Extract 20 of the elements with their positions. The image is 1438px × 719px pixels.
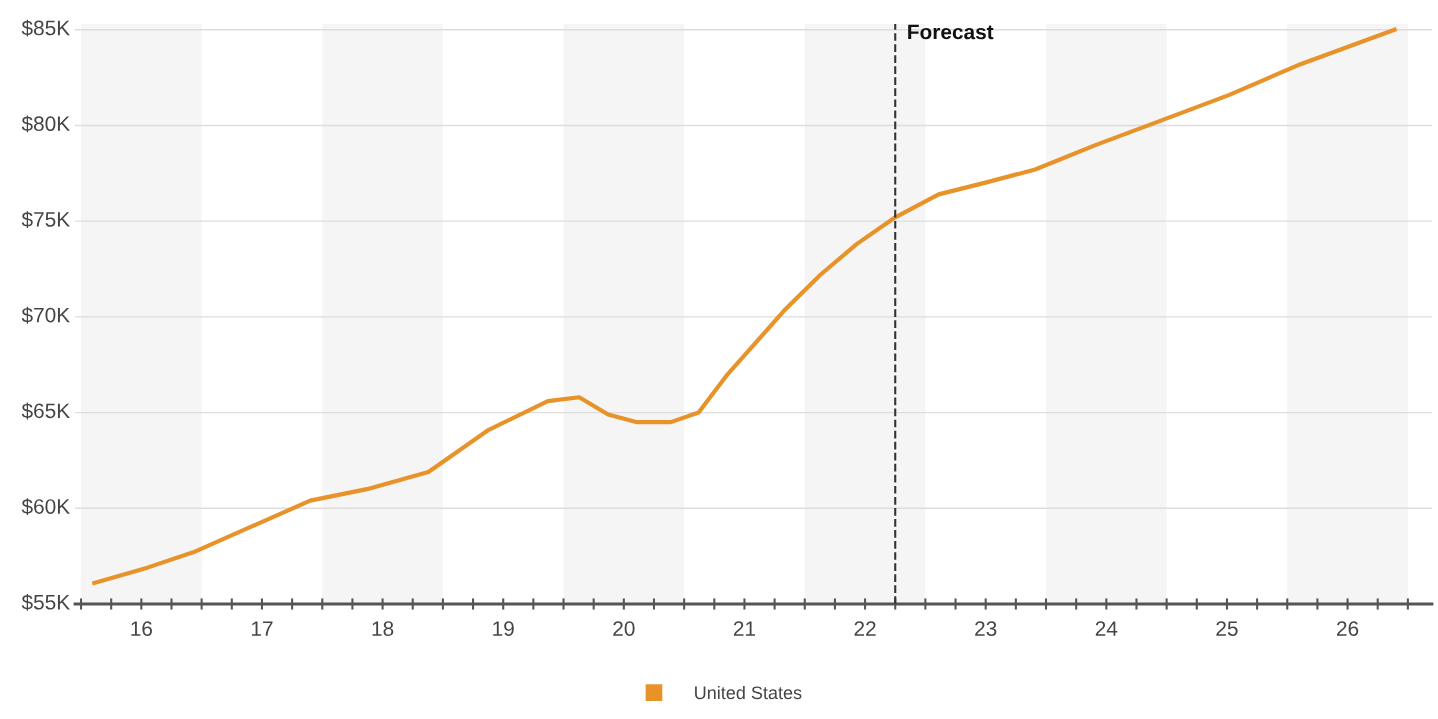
y-tick-label: $70K [21, 306, 70, 324]
y-tick-label: $55K [21, 593, 70, 611]
x-tick-label: 20 [613, 621, 635, 636]
ref-line-label: Forecast [908, 24, 994, 40]
x-tick-label: 25 [1216, 621, 1238, 636]
x-tick-label: 24 [1095, 621, 1118, 636]
x-tick-label: 17 [251, 621, 273, 636]
y-tick-label: $85K [21, 19, 70, 37]
x-tick-label: 18 [372, 621, 394, 636]
x-tick-label: 26 [1337, 621, 1359, 636]
y-tick-label: $80K [21, 115, 70, 133]
y-tick-label: $75K [21, 211, 70, 228]
x-tick-label: 23 [975, 621, 997, 636]
y-tick-label: $65K [21, 402, 70, 420]
y-tick-label: $60K [21, 498, 70, 516]
x-tick-label: 16 [131, 621, 153, 636]
x-tick-label: 21 [733, 621, 756, 636]
legend-label: United States [695, 685, 802, 700]
x-tick-label: 22 [854, 621, 876, 636]
x-tick-label: 19 [493, 621, 514, 636]
